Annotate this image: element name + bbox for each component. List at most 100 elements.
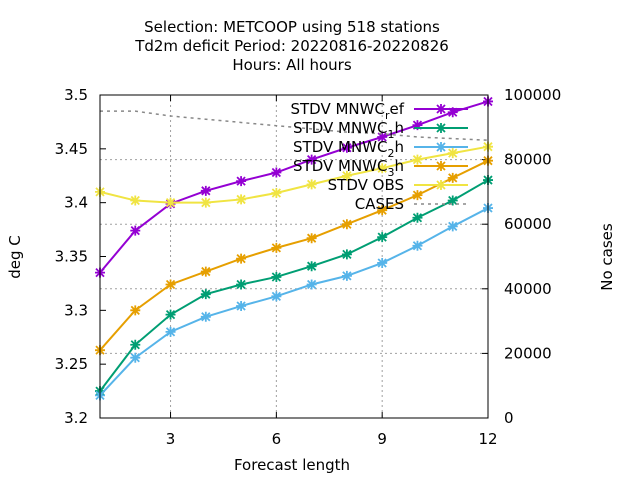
x-axis-label: Forecast length xyxy=(234,456,350,474)
data-point xyxy=(412,190,423,201)
x-tick-label: 6 xyxy=(272,430,282,448)
data-point xyxy=(377,163,388,174)
data-point xyxy=(130,305,141,316)
series-line xyxy=(100,110,489,141)
y-tick-label: 3.25 xyxy=(55,355,88,373)
data-point xyxy=(236,194,247,205)
data-point xyxy=(130,195,141,206)
data-point xyxy=(447,195,458,206)
data-point xyxy=(271,187,282,198)
legend-marker xyxy=(436,123,446,133)
y-tick-label: 3.35 xyxy=(55,248,88,266)
data-point xyxy=(165,197,176,208)
legend-item: CASES xyxy=(355,195,468,213)
y2-tick-label: 60000 xyxy=(504,215,552,233)
data-point xyxy=(236,301,247,312)
legend-label: STDV MNWCref xyxy=(290,100,404,122)
data-point xyxy=(341,219,352,230)
data-point xyxy=(306,179,317,190)
series-line xyxy=(99,145,489,204)
legend-item: STDV MNWCref xyxy=(290,100,468,122)
plot-frame xyxy=(99,94,489,419)
series-line xyxy=(99,159,489,351)
data-point xyxy=(341,170,352,181)
data-point xyxy=(412,120,423,131)
legend-marker xyxy=(436,180,446,190)
data-point xyxy=(200,311,211,322)
data-point xyxy=(165,279,176,290)
data-point xyxy=(447,221,458,232)
legend-label: STDV MNWC2h xyxy=(293,138,404,160)
series-line xyxy=(99,207,489,397)
axis-ticks: 3 6 9 12 3.2 3.25 3.3 3.35 3.4 3.45 3.5 0 20000 40000… xyxy=(55,86,562,448)
data-point xyxy=(447,148,458,159)
data-point xyxy=(341,142,352,153)
legend-marker xyxy=(436,104,446,114)
data-point xyxy=(447,107,458,118)
series-1 xyxy=(95,175,493,397)
data-point xyxy=(271,291,282,302)
y2-tick-label: 100000 xyxy=(504,86,561,104)
x-tick-label: 12 xyxy=(478,430,497,448)
legend-label: STDV OBS xyxy=(328,176,404,194)
data-point xyxy=(165,326,176,337)
data-point xyxy=(236,279,247,290)
data-point xyxy=(447,172,458,183)
data-point xyxy=(236,253,247,264)
x-tick-label: 3 xyxy=(166,430,176,448)
series-line xyxy=(99,179,489,392)
series-line xyxy=(99,100,489,274)
data-point xyxy=(200,289,211,300)
data-point xyxy=(306,279,317,290)
y-tick-label: 3.5 xyxy=(64,86,88,104)
legend-item: STDV MNWC1h xyxy=(293,119,468,141)
data-point xyxy=(341,249,352,260)
data-point xyxy=(165,309,176,320)
y2-tick-label: 20000 xyxy=(504,344,552,362)
grid xyxy=(100,95,488,418)
data-point xyxy=(306,261,317,272)
data-point xyxy=(236,176,247,187)
x-tick-label: 9 xyxy=(377,430,387,448)
data-point xyxy=(130,225,141,236)
legend-marker xyxy=(436,142,446,152)
legend-label: STDV MNWC1h xyxy=(293,119,404,141)
legend-item: STDV MNWC3h xyxy=(293,157,468,179)
data-point xyxy=(306,233,317,244)
data-point xyxy=(377,205,388,216)
y-tick-label: 3.3 xyxy=(64,301,88,319)
data-point xyxy=(377,257,388,268)
data-point xyxy=(377,232,388,243)
y2-tick-label: 0 xyxy=(504,409,514,427)
data-point xyxy=(130,339,141,350)
data-point xyxy=(200,197,211,208)
series-group xyxy=(95,96,493,401)
legend-label: STDV MNWC3h xyxy=(293,157,404,179)
data-point xyxy=(130,352,141,363)
legend-item: STDV OBS xyxy=(328,176,468,194)
data-point xyxy=(200,266,211,277)
data-point xyxy=(412,240,423,251)
chart-title-line-2: Td2m deficit Period: 20220816-20220826 xyxy=(134,37,449,55)
data-point xyxy=(341,270,352,281)
chart-title-line-1: Selection: METCOOP using 518 stations xyxy=(144,18,440,36)
data-point xyxy=(306,154,317,165)
y2-tick-label: 40000 xyxy=(504,280,552,298)
legend-marker xyxy=(436,161,446,171)
y-tick-label: 3.2 xyxy=(64,409,88,427)
legend-label: CASES xyxy=(355,195,404,213)
data-point xyxy=(271,242,282,253)
legend-item: STDV MNWC2h xyxy=(293,138,468,160)
y-tick-label: 3.4 xyxy=(64,194,88,212)
data-point xyxy=(271,167,282,178)
data-point xyxy=(200,185,211,196)
chart-title-line-3: Hours: All hours xyxy=(232,56,351,74)
y2-tick-label: 80000 xyxy=(504,151,552,169)
y-tick-label: 3.45 xyxy=(55,140,88,158)
series-2 xyxy=(95,203,493,401)
data-point xyxy=(377,131,388,142)
y2-axis-label: No cases xyxy=(598,223,616,291)
data-point xyxy=(412,154,423,165)
